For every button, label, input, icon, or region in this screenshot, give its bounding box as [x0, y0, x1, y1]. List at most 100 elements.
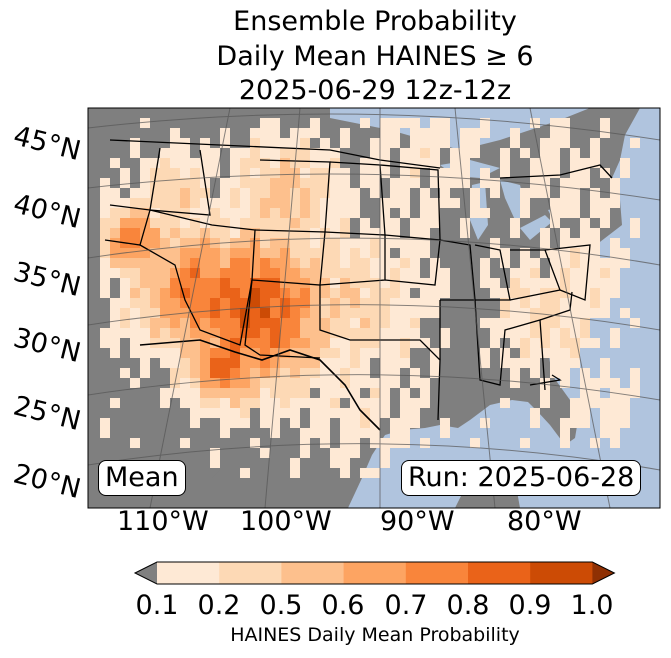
probability-cell — [270, 198, 280, 208]
probability-cell — [200, 268, 210, 278]
probability-cell — [410, 368, 420, 378]
probability-cell — [340, 428, 350, 438]
probability-cell — [220, 378, 230, 388]
probability-cell — [530, 348, 540, 358]
probability-cell — [180, 338, 190, 348]
probability-cell — [520, 278, 530, 288]
probability-cell — [570, 188, 580, 198]
probability-cell — [510, 338, 520, 348]
probability-cell — [230, 188, 240, 198]
probability-cell — [490, 178, 500, 188]
probability-cell — [540, 338, 550, 348]
probability-cell — [310, 278, 320, 288]
probability-cell — [250, 278, 260, 288]
probability-cell — [550, 198, 560, 208]
probability-cell — [400, 338, 410, 348]
probability-cell — [510, 308, 520, 318]
probability-cell — [440, 288, 450, 298]
probability-cell — [150, 208, 160, 218]
probability-cell — [430, 218, 440, 228]
probability-cell — [500, 308, 510, 318]
probability-cell — [100, 188, 110, 198]
probability-cell — [540, 248, 550, 258]
probability-cell — [150, 278, 160, 288]
probability-cell — [560, 238, 570, 248]
probability-cell — [510, 128, 520, 138]
probability-cell — [560, 338, 570, 348]
probability-cell — [150, 318, 160, 328]
probability-cell — [340, 138, 350, 148]
probability-cell — [190, 178, 200, 188]
probability-cell — [530, 258, 540, 268]
probability-cell — [160, 168, 170, 178]
probability-cell — [380, 128, 390, 138]
probability-cell — [540, 298, 550, 308]
probability-cell — [490, 188, 500, 198]
probability-cell — [540, 308, 550, 318]
probability-cell — [420, 138, 430, 148]
probability-cell — [330, 308, 340, 318]
probability-cell — [340, 378, 350, 388]
probability-cell — [230, 298, 240, 308]
probability-cell — [270, 408, 280, 418]
probability-cell — [150, 308, 160, 318]
probability-cell — [410, 298, 420, 308]
probability-cell — [280, 398, 290, 408]
probability-cell — [420, 298, 430, 308]
probability-cell — [200, 248, 210, 258]
probability-cell — [390, 308, 400, 318]
probability-cell — [260, 288, 270, 298]
probability-cell — [280, 218, 290, 228]
probability-cell — [210, 298, 220, 308]
probability-cell — [430, 128, 440, 138]
probability-cell — [150, 348, 160, 358]
probability-cell — [340, 468, 350, 478]
probability-cell — [260, 218, 270, 228]
probability-cell — [470, 438, 480, 448]
probability-cell — [610, 438, 620, 448]
probability-cell — [230, 378, 240, 388]
probability-cell — [140, 368, 150, 378]
probability-cell — [180, 188, 190, 198]
probability-cell — [220, 388, 230, 398]
probability-cell — [320, 238, 330, 248]
colorbar-segment — [468, 562, 531, 584]
probability-cell — [250, 298, 260, 308]
probability-cell — [460, 178, 470, 188]
probability-cell — [480, 278, 490, 288]
probability-cell — [410, 408, 420, 418]
probability-cell — [360, 298, 370, 308]
probability-cell — [130, 248, 140, 258]
probability-cell — [140, 178, 150, 188]
probability-cell — [620, 258, 630, 268]
colorbar-segment — [157, 562, 220, 584]
probability-cell — [300, 238, 310, 248]
probability-cell — [270, 398, 280, 408]
probability-cell — [380, 158, 390, 168]
probability-cell — [390, 258, 400, 268]
probability-cell — [210, 408, 220, 418]
probability-cell — [330, 168, 340, 178]
probability-cell — [210, 328, 220, 338]
probability-cell — [340, 348, 350, 358]
probability-cell — [140, 298, 150, 308]
probability-cell — [190, 218, 200, 228]
probability-cell — [460, 148, 470, 158]
probability-cell — [190, 308, 200, 318]
probability-cell — [520, 328, 530, 338]
probability-cell — [560, 138, 570, 148]
probability-cell — [590, 388, 600, 398]
probability-cell — [590, 188, 600, 198]
probability-cell — [200, 168, 210, 178]
probability-cell — [510, 318, 520, 328]
probability-cell — [400, 298, 410, 308]
probability-cell — [360, 258, 370, 268]
probability-cell — [300, 448, 310, 458]
probability-cell — [510, 368, 520, 378]
probability-cell — [520, 148, 530, 158]
probability-cell — [300, 308, 310, 318]
probability-cell — [180, 148, 190, 158]
probability-cell — [570, 278, 580, 288]
probability-cell — [240, 318, 250, 328]
probability-cell — [580, 158, 590, 168]
